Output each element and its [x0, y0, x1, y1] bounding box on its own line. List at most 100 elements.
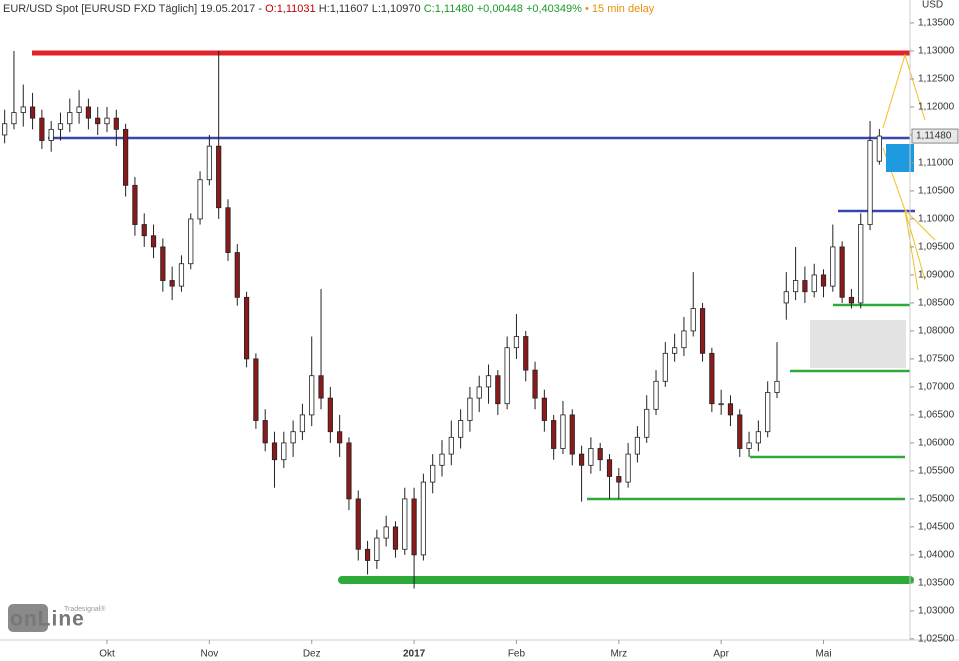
candle-body [29, 106, 36, 119]
candle-body [485, 375, 492, 388]
candle-body [318, 375, 324, 399]
candle-body [616, 476, 622, 483]
candle-body [290, 431, 296, 444]
last-price-box [911, 128, 959, 144]
candle-body [458, 420, 464, 438]
candle-body [523, 336, 529, 371]
x-tick-label: Dez [303, 649, 321, 660]
candle-body [606, 459, 613, 477]
logo-brand: Tradesignal® [64, 605, 106, 613]
candle-body [634, 436, 641, 455]
candle-body [364, 548, 371, 561]
y-tick-label: 1,12000 [918, 102, 955, 113]
x-tick-label: Okt [99, 649, 115, 660]
candle-body [39, 117, 45, 141]
candle-body [867, 140, 873, 225]
x-tick-label: 2017 [403, 649, 426, 660]
candle-body [690, 308, 696, 332]
candle-body [653, 380, 659, 410]
candle-body [104, 117, 110, 125]
candle-body [783, 291, 789, 304]
x-tick-label: Feb [508, 649, 526, 660]
candle-body [160, 246, 166, 281]
candle-body [420, 481, 426, 556]
delay-text: • 15 min delay [585, 3, 655, 15]
y-tick-label: 1,07500 [918, 354, 955, 365]
zone [810, 320, 906, 368]
candle-body [383, 526, 389, 539]
candle-body [299, 414, 306, 433]
candle-body [141, 224, 147, 237]
y-tick-label: 1,06500 [918, 410, 955, 421]
candle-body [402, 498, 408, 550]
candle-body [644, 408, 650, 438]
candles [2, 50, 882, 589]
candle-body [234, 252, 240, 298]
last-price-label: 1,11480 [916, 131, 952, 142]
candle-body [411, 498, 417, 556]
candle-body [662, 352, 668, 382]
candle-body [578, 453, 585, 466]
candle-body [123, 128, 129, 186]
candle-body [811, 274, 817, 293]
candle-body [20, 106, 26, 113]
candle-body [541, 397, 547, 421]
y-tick-label: 1,04000 [918, 550, 955, 561]
y-tick-label: 1,07000 [918, 382, 955, 393]
candle-body [374, 537, 380, 561]
candle-body [709, 352, 715, 405]
candle-body [169, 280, 175, 287]
open-text: O:1,11031 [265, 3, 316, 15]
candle-body [48, 128, 54, 141]
candle-body [281, 442, 287, 461]
y-tick-label: 1,09000 [918, 270, 955, 281]
candle-body [793, 280, 799, 293]
candle-body [262, 420, 268, 444]
candle-body [774, 380, 780, 393]
candle-body [337, 431, 343, 444]
high-low-text: H:1,11607 L:1,10970 [318, 3, 421, 15]
target-box [886, 144, 914, 172]
logo-name: onLine [10, 608, 85, 631]
candle-body [718, 403, 724, 406]
y-tick-label: 1,08500 [918, 298, 955, 309]
candle-body [672, 347, 678, 354]
candle-body [765, 392, 771, 433]
candle-body [57, 123, 64, 130]
candle-body [681, 330, 687, 349]
candle-body [551, 420, 557, 449]
candle-body [430, 464, 436, 483]
y-tick-label: 1,03500 [918, 578, 955, 589]
candle-body [150, 235, 157, 248]
candle-body [85, 106, 91, 119]
candle-body [2, 123, 8, 136]
candle-body [309, 375, 315, 416]
candle-body [476, 386, 482, 399]
candle-body [802, 280, 808, 293]
candle-body [737, 414, 743, 449]
candle-body [216, 145, 222, 209]
x-tick-label: Nov [200, 649, 218, 660]
header: EUR/USD Spot [EURUSD FXD Täglich] 19.05.… [3, 3, 654, 15]
x-tick-label: Mrz [610, 649, 627, 660]
candle-body [513, 336, 520, 349]
logo-box [8, 604, 48, 632]
candle-body [755, 431, 761, 444]
y-tick-label: 1,05000 [918, 494, 955, 505]
candle-body [746, 442, 752, 449]
candle-body [858, 224, 864, 304]
candle-body [569, 414, 575, 455]
candle-body [392, 526, 399, 550]
y-tick-label: 1,13500 [918, 18, 955, 29]
candle-body [271, 442, 278, 461]
y-axis-label: USD [922, 0, 943, 11]
candle-body [178, 263, 185, 287]
drawings [32, 50, 936, 584]
candle-body [132, 184, 138, 225]
candle-body [876, 135, 882, 162]
candle-body [467, 397, 473, 421]
candle-body [439, 453, 445, 466]
candle-body [588, 448, 594, 466]
